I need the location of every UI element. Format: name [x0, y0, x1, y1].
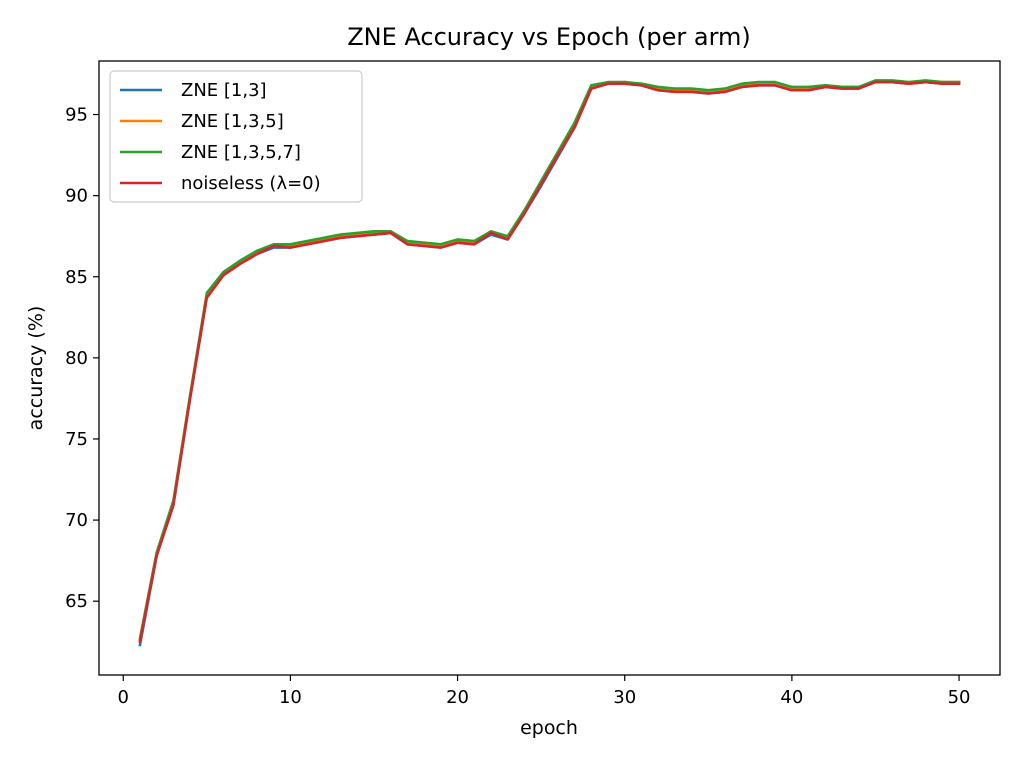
y-tick-label: 70	[65, 510, 88, 531]
legend: ZNE [1,3] ZNE [1,3,5] ZNE [1,3,5,7] noisele…	[109, 70, 363, 203]
y-tick-label: 85	[65, 267, 88, 288]
x-tick-label: 10	[279, 687, 302, 708]
series-line-3	[138, 80, 961, 644]
y-tick-label: 75	[65, 429, 88, 450]
legend-box	[109, 70, 363, 203]
x-tick-label: 20	[446, 687, 469, 708]
legend-label-2: ZNE [1,3,5,7]	[181, 142, 301, 163]
y-axis-label: accuracy (%)	[25, 306, 47, 431]
x-tick-label: 50	[948, 687, 971, 708]
chart-title: ZNE Accuracy vs Epoch (per arm)	[347, 23, 751, 51]
plot-area-frame	[98, 60, 1001, 676]
y-tick-label: 80	[65, 348, 88, 369]
x-tick-label: 0	[118, 687, 129, 708]
y-tick-label: 90	[65, 186, 88, 207]
x-tick-label: 30	[613, 687, 636, 708]
y-axis-ticks: 65 70 75 80 85 90 95	[65, 105, 99, 612]
legend-items: ZNE [1,3] ZNE [1,3,5] ZNE [1,3,5,7] noisele…	[120, 80, 321, 194]
x-axis-ticks: 0 10 20 30 40 50	[118, 675, 971, 708]
y-tick-label: 95	[65, 105, 88, 126]
legend-label-3: noiseless (λ=0)	[181, 173, 321, 194]
legend-label-1: ZNE [1,3,5]	[181, 111, 284, 132]
y-tick-label: 65	[65, 591, 88, 612]
x-tick-label: 40	[780, 687, 803, 708]
plot-lines	[138, 79, 961, 647]
series-line-2	[138, 79, 961, 641]
x-axis-label: epoch	[520, 717, 578, 739]
legend-label-0: ZNE [1,3]	[181, 80, 267, 101]
